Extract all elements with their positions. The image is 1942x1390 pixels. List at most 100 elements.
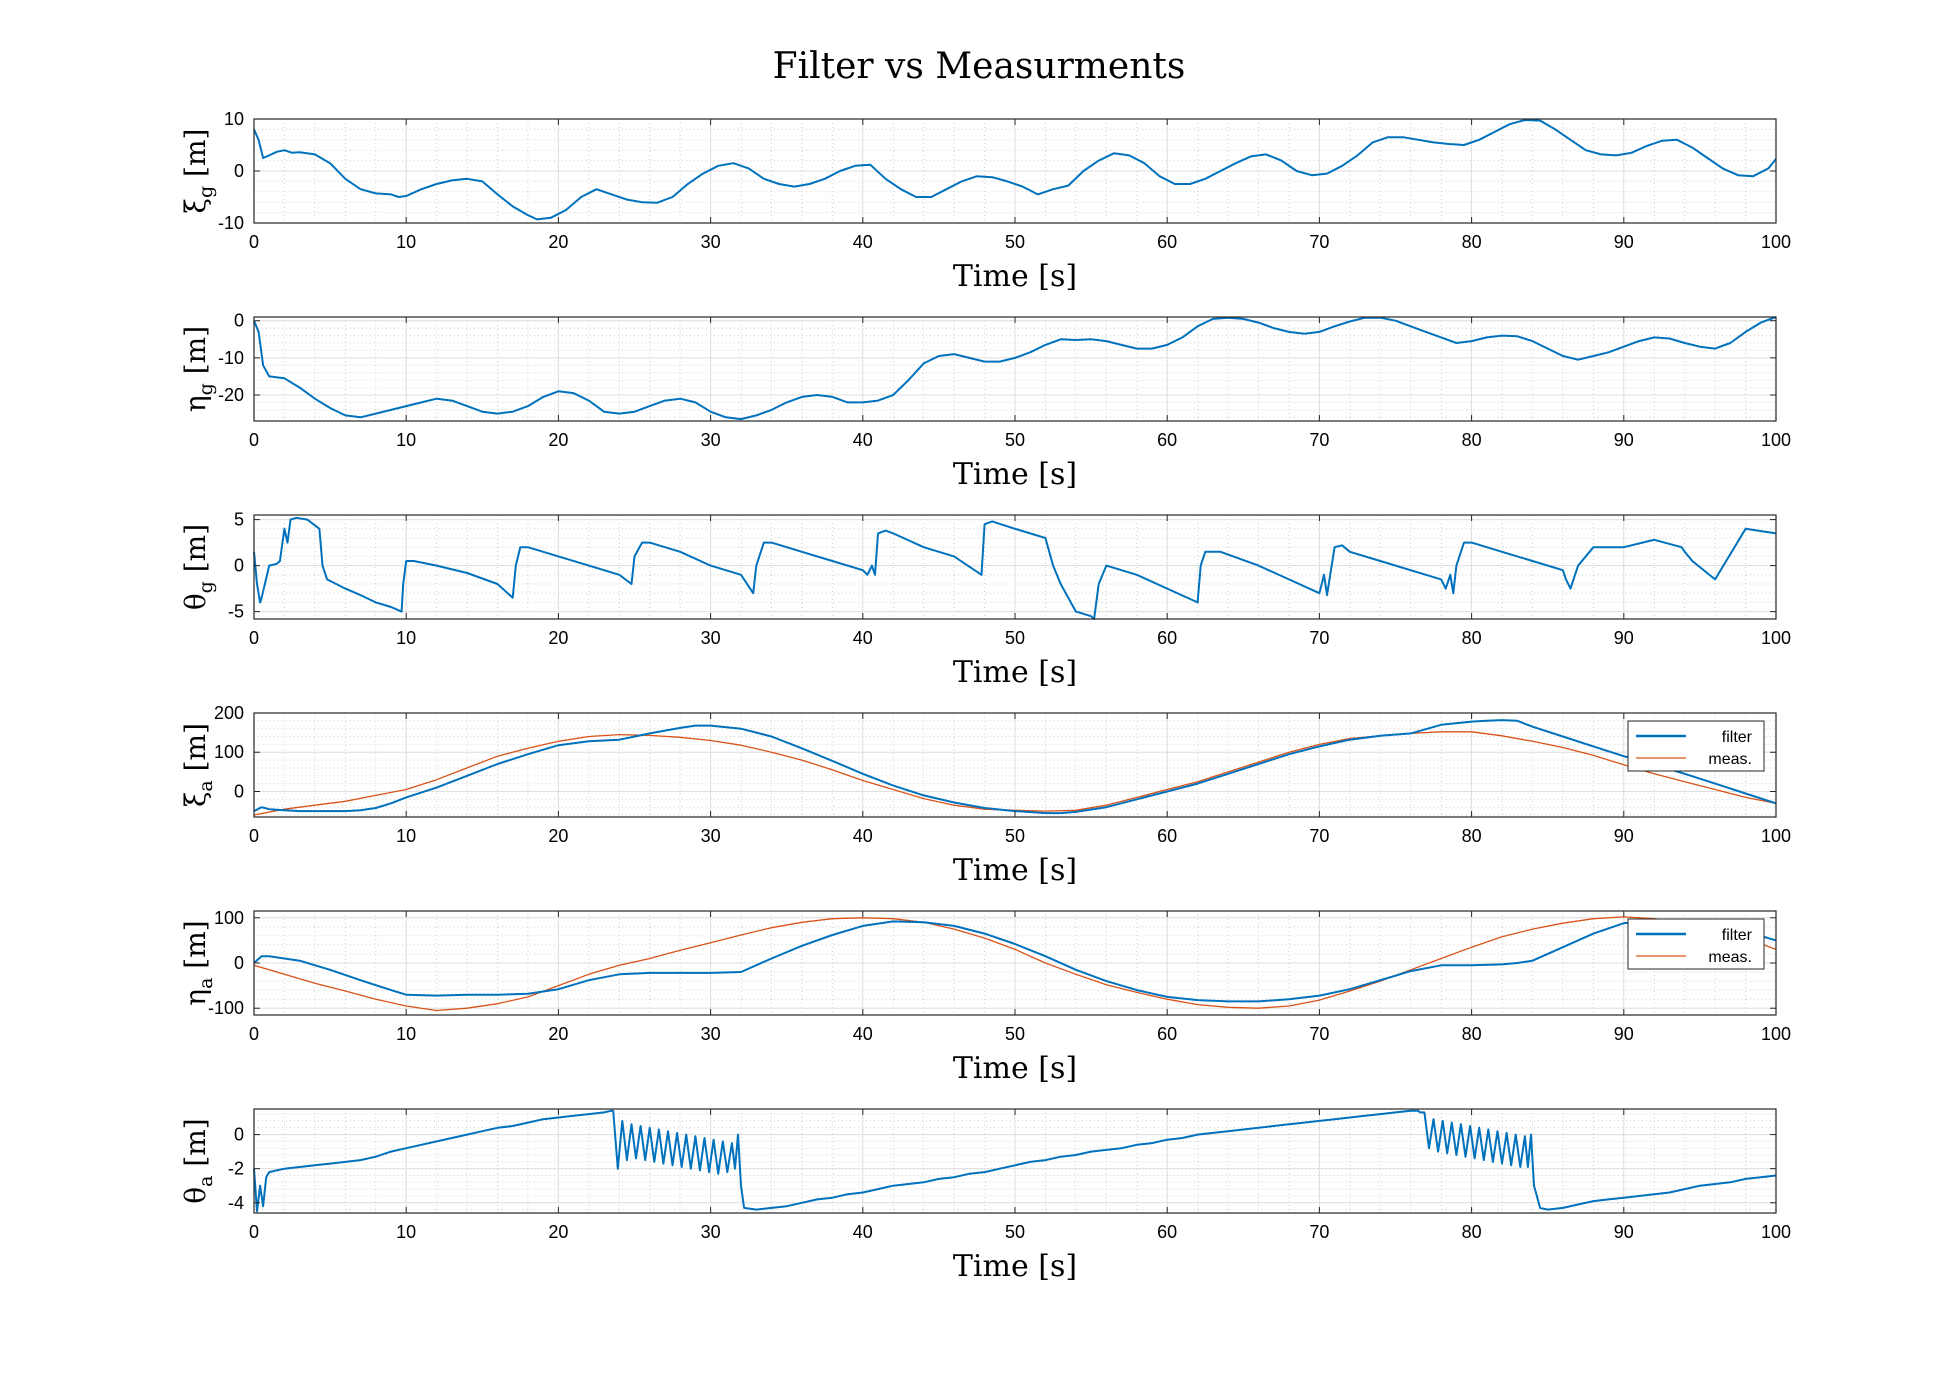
y-axis-label-subscript: a [195,1176,217,1187]
x-tick-label: 100 [1761,1222,1791,1242]
x-tick-label: 10 [396,628,416,648]
subplot-2: 0 10 20 30 40 50 60 70 80 90 100 -20 -10 0 Time [s] ηg … [179,311,1791,492]
x-tick-label: 100 [1761,430,1791,450]
legend-box [1627,720,1765,772]
x-tick-label: 80 [1462,430,1482,450]
x-tick-label: 10 [396,430,416,450]
x-tick-label: 30 [701,628,721,648]
x-tick-label: 40 [853,1222,873,1242]
x-tick-label: 80 [1462,628,1482,648]
y-axis-label-subscript: g [195,186,217,198]
y-tick-label: 100 [214,742,244,762]
legend-label-meas: meas. [1708,751,1752,768]
x-tick-label: 30 [701,1222,721,1242]
y-axis-label-unit: [m] [179,129,212,186]
x-tick-label: 20 [548,232,568,252]
legend-label-filter: filter [1722,729,1753,746]
x-tick-label: 90 [1614,1024,1634,1044]
x-tick-label: 20 [548,1024,568,1044]
x-tick-label: 100 [1761,628,1791,648]
y-tick-label: 100 [214,908,244,928]
x-tick-label: 30 [701,232,721,252]
y-axis-label-unit: [m] [179,326,212,383]
x-tick-label: 0 [249,826,259,846]
x-tick-label: 70 [1309,628,1329,648]
y-axis-label-symbol: θ [179,593,212,610]
series-line-meas [253,916,1777,1012]
x-tick-label: 90 [1614,826,1634,846]
y-axis-label-symbol: η [179,395,212,412]
x-tick-label: 70 [1309,826,1329,846]
x-tick-label: 40 [853,1024,873,1044]
y-axis-label-unit: [m] [179,723,212,780]
x-axis-label: Time [s] [953,457,1077,492]
series-line-filter [253,316,1777,421]
y-tick-label: -10 [218,213,244,233]
y-axis-label: θg [m] [179,524,217,610]
y-axis-label-subscript: a [195,978,217,989]
x-tick-label: 40 [853,628,873,648]
y-axis-label-subscript: g [195,383,217,395]
ticks [253,1109,1777,1213]
x-tick-label: 80 [1462,1024,1482,1044]
y-tick-label: -4 [228,1193,244,1213]
y-tick-label: 10 [224,109,244,129]
x-tick-label: 30 [701,1024,721,1044]
x-tick-label: 70 [1309,1222,1329,1242]
y-axis-label: ξg [m] [179,129,217,214]
y-axis-label: θa [m] [179,1118,217,1204]
series-line-filter [253,919,1777,1003]
ticks [253,712,1777,817]
x-tick-label: 0 [249,628,259,648]
series-group [253,916,1777,1012]
x-axis-label: Time [s] [953,1051,1077,1086]
x-tick-label: 60 [1157,1222,1177,1242]
ticks [253,911,1777,1015]
x-tick-label: 10 [396,1222,416,1242]
y-axis-label-subscript: a [195,780,217,791]
x-axis-label: Time [s] [953,853,1077,888]
legend: filter meas. [1627,720,1765,772]
y-tick-label: 0 [234,781,244,801]
x-tick-label: 80 [1462,232,1482,252]
x-axis-label: Time [s] [953,259,1077,294]
subplot-4: 0 10 20 30 40 50 60 70 80 90 100 0 100 200 Time [s] ξa … [179,703,1791,888]
series-line-filter [253,1109,1777,1213]
x-tick-label: 90 [1614,628,1634,648]
x-tick-label: 60 [1157,628,1177,648]
y-axis-label-unit: [m] [179,1118,212,1175]
ticks [253,317,1777,421]
x-tick-label: 30 [701,826,721,846]
x-tick-label: 70 [1309,232,1329,252]
legend-box [1627,918,1765,970]
x-tick-label: 60 [1157,430,1177,450]
y-tick-label: 0 [234,953,244,973]
y-tick-label: 0 [234,1125,244,1145]
x-tick-label: 20 [548,628,568,648]
y-tick-label: 0 [234,311,244,331]
x-tick-label: 50 [1005,826,1025,846]
legend-label-filter: filter [1722,927,1753,944]
y-tick-label: -5 [228,602,244,622]
legend-label-meas: meas. [1708,949,1752,966]
y-axis-label: ξa [m] [179,723,217,807]
x-tick-label: 50 [1005,430,1025,450]
series-group [253,516,1777,620]
x-tick-label: 50 [1005,232,1025,252]
figure-title: Filter vs Measurments [773,46,1186,87]
series-line-filter [253,516,1777,620]
y-axis-label-subscript: g [195,581,217,593]
x-tick-label: 0 [249,232,259,252]
x-tick-label: 50 [1005,1222,1025,1242]
x-tick-label: 50 [1005,1024,1025,1044]
y-tick-label: -100 [208,998,244,1018]
series-line-filter [253,119,1777,221]
x-tick-label: 90 [1614,1222,1634,1242]
x-axis-label: Time [s] [953,1249,1077,1284]
x-tick-label: 10 [396,1024,416,1044]
y-axis-label-unit: [m] [179,920,212,977]
x-tick-label: 0 [249,1024,259,1044]
